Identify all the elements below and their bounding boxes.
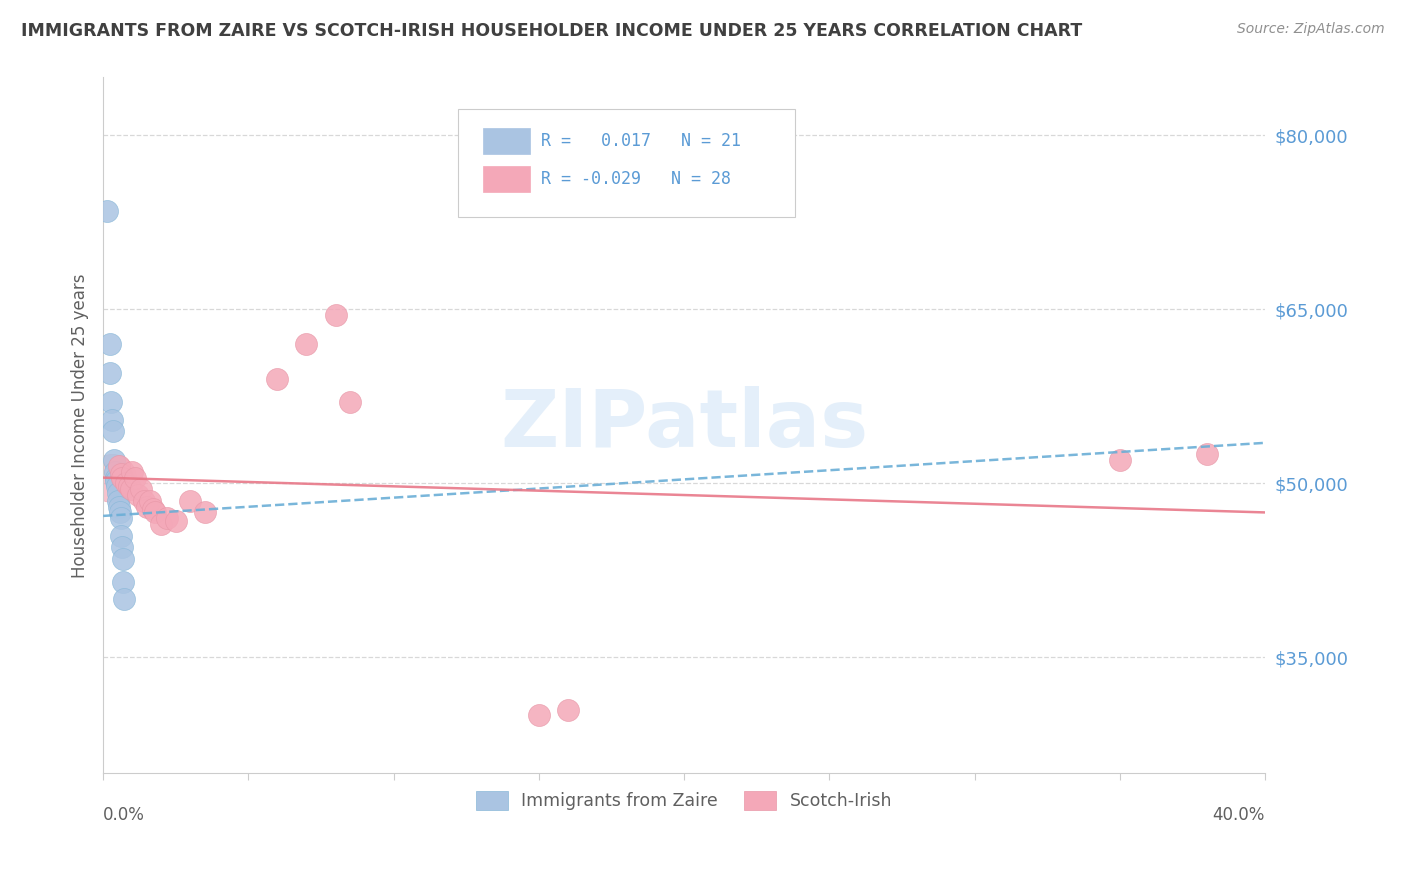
Text: R =   0.017   N = 21: R = 0.017 N = 21: [541, 132, 741, 150]
Bar: [484, 128, 530, 154]
Point: [108, 505, 131, 519]
Point: [112, 592, 135, 607]
Point: [165, 514, 187, 528]
Point: [100, 395, 122, 409]
Point: [111, 470, 134, 484]
Point: [179, 493, 201, 508]
Point: [103, 424, 125, 438]
Point: [1108, 453, 1130, 467]
Point: [135, 500, 157, 514]
Point: [527, 708, 550, 723]
Point: [1195, 447, 1218, 461]
Point: [101, 470, 124, 484]
Point: [104, 465, 127, 479]
Point: [121, 465, 143, 479]
Y-axis label: Householder Income Under 25 years: Householder Income Under 25 years: [72, 273, 89, 578]
Point: [194, 505, 217, 519]
Text: R = -0.029   N = 28: R = -0.029 N = 28: [541, 170, 731, 188]
Text: 40.0%: 40.0%: [1213, 805, 1265, 824]
Point: [104, 470, 127, 484]
Text: Source: ZipAtlas.com: Source: ZipAtlas.com: [1237, 22, 1385, 37]
Point: [141, 502, 163, 516]
Point: [115, 476, 138, 491]
Point: [127, 488, 149, 502]
Point: [266, 372, 288, 386]
Point: [295, 337, 318, 351]
Point: [108, 458, 131, 473]
Bar: [484, 166, 530, 193]
Text: ZIPatlas: ZIPatlas: [501, 386, 869, 465]
Point: [112, 575, 135, 590]
Point: [111, 540, 134, 554]
Point: [103, 453, 125, 467]
Point: [132, 493, 155, 508]
Point: [100, 366, 122, 380]
Point: [124, 470, 146, 484]
Point: [107, 493, 129, 508]
Point: [120, 482, 142, 496]
Point: [156, 511, 179, 525]
Point: [108, 500, 131, 514]
Point: [96, 203, 118, 218]
Point: [105, 479, 128, 493]
Point: [138, 493, 160, 508]
Point: [98, 337, 121, 351]
Point: [339, 395, 361, 409]
Text: IMMIGRANTS FROM ZAIRE VS SCOTCH-IRISH HOUSEHOLDER INCOME UNDER 25 YEARS CORRELAT: IMMIGRANTS FROM ZAIRE VS SCOTCH-IRISH HO…: [21, 22, 1083, 40]
Point: [557, 703, 579, 717]
FancyBboxPatch shape: [457, 109, 794, 217]
Point: [111, 551, 134, 566]
Point: [101, 412, 124, 426]
Point: [145, 505, 167, 519]
Point: [150, 516, 173, 531]
Text: 0.0%: 0.0%: [103, 805, 145, 824]
Point: [129, 482, 152, 496]
Point: [110, 467, 132, 482]
Point: [118, 479, 141, 493]
Point: [325, 308, 347, 322]
Point: [110, 511, 132, 525]
Point: [107, 485, 129, 500]
Legend: Immigrants from Zaire, Scotch-Irish: Immigrants from Zaire, Scotch-Irish: [470, 784, 898, 817]
Point: [110, 528, 132, 542]
Point: [105, 474, 128, 488]
